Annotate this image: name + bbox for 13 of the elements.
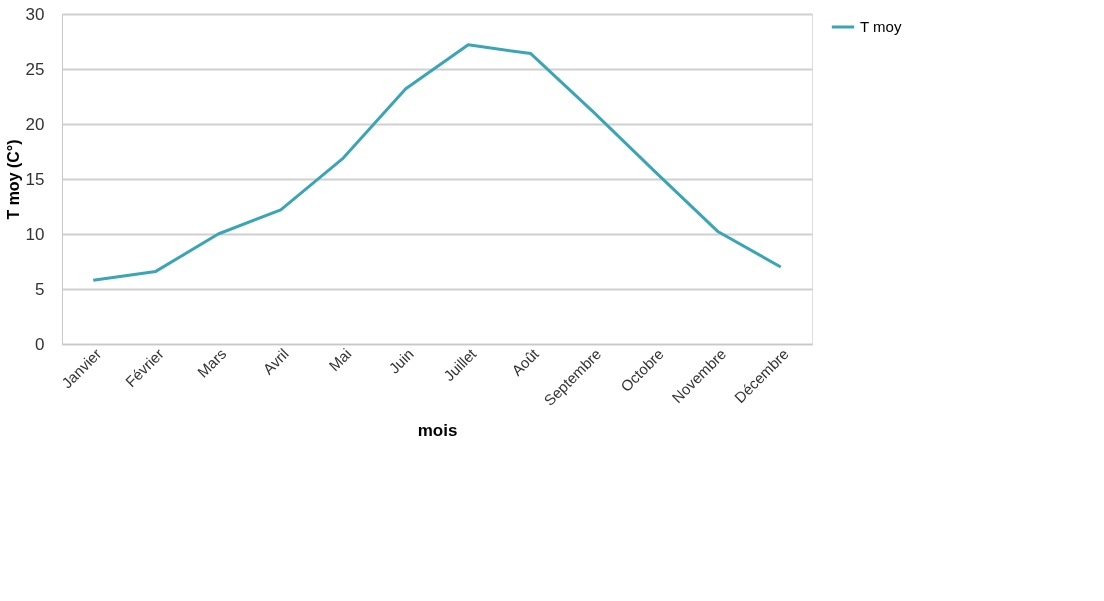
y-tick-label: 30 — [25, 4, 45, 24]
y-tick-label: 15 — [25, 169, 45, 189]
y-tick-label: 10 — [25, 224, 45, 244]
legend-label: T moy — [860, 18, 902, 35]
y-axis-title: T moy (C°) — [4, 139, 22, 220]
y-tick-label: 0 — [35, 334, 45, 354]
x-tick-label: Mai — [325, 345, 355, 375]
line-series — [91, 43, 783, 282]
y-tick-label: 5 — [35, 279, 45, 299]
x-tick-label: Juin — [385, 345, 417, 377]
y-tick-label: 25 — [25, 59, 45, 79]
x-axis-title: mois — [417, 420, 458, 440]
y-tick-label: 20 — [25, 114, 45, 134]
